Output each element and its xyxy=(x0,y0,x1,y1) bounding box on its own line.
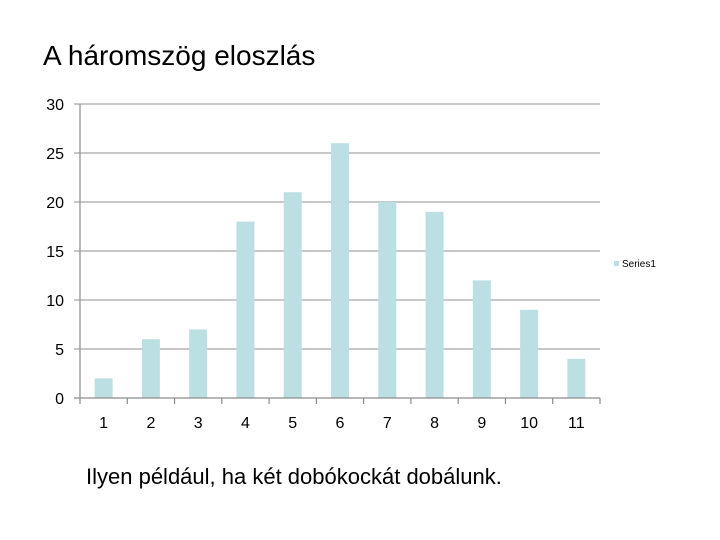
y-tick-label: 30 xyxy=(46,97,64,114)
axes xyxy=(74,104,601,404)
bar xyxy=(567,358,586,398)
y-tick-label: 0 xyxy=(55,391,64,408)
bar xyxy=(378,202,397,398)
x-tick-label: 9 xyxy=(477,415,486,432)
bar xyxy=(520,309,539,398)
x-tick-label: 11 xyxy=(568,415,585,432)
x-tick-label: 3 xyxy=(194,415,203,432)
bars xyxy=(94,143,586,398)
bar xyxy=(236,221,255,398)
legend: Series1 xyxy=(614,259,656,270)
x-tick-label: 6 xyxy=(336,415,345,432)
bar xyxy=(425,211,444,398)
y-tick-label: 25 xyxy=(46,146,64,163)
bar xyxy=(472,280,491,398)
bar xyxy=(141,339,160,398)
tick-labels: 0 5 10 15 20 25 30 1 2 3 4 5 6 7 8 9 10 11 xyxy=(46,97,585,432)
legend-entry-series1: Series1 xyxy=(622,259,656,270)
slide-title: A háromszög eloszlás xyxy=(43,40,316,71)
x-tick-label: 2 xyxy=(146,415,155,432)
x-tick-label: 8 xyxy=(430,415,439,432)
bar xyxy=(94,378,113,398)
x-tick-label: 4 xyxy=(241,415,250,432)
y-tick-label: 15 xyxy=(46,244,64,261)
slide-caption: Ilyen például, ha két dobókockát dobálun… xyxy=(86,464,502,489)
x-tick-label: 5 xyxy=(288,415,297,432)
y-tick-label: 20 xyxy=(46,195,64,212)
y-tick-label: 10 xyxy=(46,293,64,310)
x-tick-label: 10 xyxy=(520,415,538,432)
y-tick-label: 5 xyxy=(55,342,64,359)
x-tick-label: 7 xyxy=(383,415,392,432)
x-tick-label: 1 xyxy=(99,415,108,432)
legend-swatch xyxy=(614,261,619,266)
bar xyxy=(331,143,349,398)
bar xyxy=(189,329,208,398)
bar xyxy=(283,192,302,398)
